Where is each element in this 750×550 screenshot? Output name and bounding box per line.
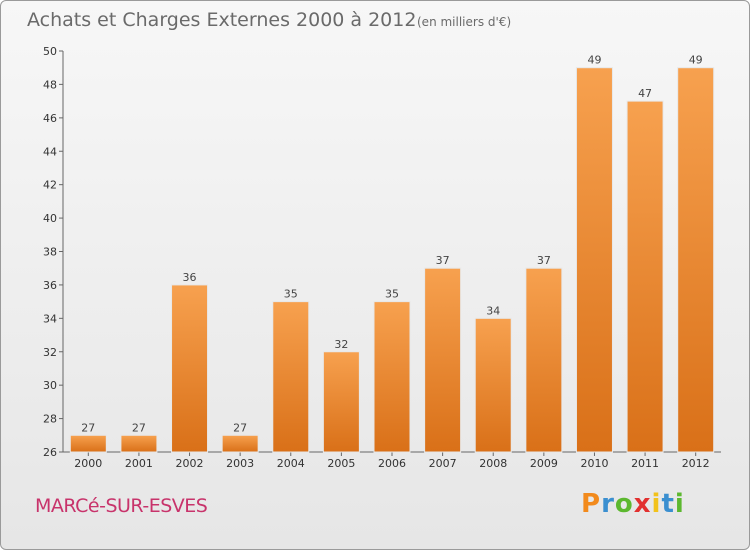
axes: 26 28 30 32 34 36 38 40 42 44 46 48 50 2000 2001 2002 20… (43, 45, 721, 470)
logo-letter: x (633, 489, 652, 519)
bar (677, 67, 715, 453)
bar (373, 301, 411, 453)
bar (221, 434, 259, 453)
bar (525, 267, 563, 453)
x-tick-label: 2005 (327, 457, 355, 470)
y-tick-label: 32 (43, 346, 57, 359)
x-tick-label: 2006 (378, 457, 406, 470)
bar-value-label: 35 (385, 288, 399, 301)
bar-value-label: 35 (284, 288, 298, 301)
bar-value-label: 47 (638, 87, 652, 100)
bar (120, 434, 158, 453)
x-tick-label: 2008 (479, 457, 507, 470)
bar-value-label: 27 (132, 421, 146, 434)
y-tick-label: 26 (43, 446, 57, 459)
y-tick-label: 34 (43, 312, 57, 325)
bar (626, 100, 664, 453)
y-tick-label: 48 (43, 78, 57, 91)
x-tick-label: 2009 (530, 457, 558, 470)
bars: 27 27 36 27 35 32 35 37 34 37 49 47 49 (69, 54, 715, 453)
bar (474, 317, 512, 453)
x-tick-label: 2007 (429, 457, 457, 470)
y-tick-label: 44 (43, 145, 57, 158)
bar (424, 267, 462, 453)
bar (322, 351, 360, 453)
x-tick-label: 2000 (74, 457, 102, 470)
y-tick-label: 30 (43, 379, 57, 392)
x-tick-label: 2002 (176, 457, 204, 470)
town-name: MARCé-SUR-ESVES (35, 495, 208, 517)
proxiti-logo: Proxiti (581, 489, 685, 519)
bar-value-label: 37 (436, 254, 450, 267)
logo-letter: P (581, 489, 602, 519)
y-tick-label: 38 (43, 246, 57, 259)
logo-letter: r (601, 489, 615, 519)
bar-value-label: 32 (334, 338, 348, 351)
logo-letter: t (661, 489, 675, 519)
bar-value-label: 34 (486, 304, 500, 317)
chart-title: Achats et Charges Externes 2000 à 2012 (27, 9, 416, 31)
bar (575, 67, 613, 453)
bar (272, 301, 310, 453)
bar-value-label: 36 (183, 271, 197, 284)
x-tick-label: 2010 (580, 457, 608, 470)
logo-letter: i (674, 489, 685, 519)
x-tick-label: 2001 (125, 457, 153, 470)
y-tick-label: 40 (43, 212, 57, 225)
bar-value-label: 49 (587, 54, 601, 67)
chart-subtitle: (en milliers d'€) (417, 15, 511, 29)
x-tick-label: 2004 (277, 457, 305, 470)
y-tick-label: 42 (43, 179, 57, 192)
y-tick-label: 28 (43, 413, 57, 426)
logo-letter: i (651, 489, 662, 519)
y-tick-label: 50 (43, 45, 57, 58)
y-tick-label: 36 (43, 279, 57, 292)
x-tick-label: 2011 (631, 457, 659, 470)
bar (69, 434, 107, 453)
bar-value-label: 27 (81, 421, 95, 434)
bar-value-label: 27 (233, 421, 247, 434)
bar-value-label: 37 (537, 254, 551, 267)
bar-value-label: 49 (689, 54, 703, 67)
y-tick-label: 46 (43, 112, 57, 125)
bar (171, 284, 209, 453)
x-tick-label: 2003 (226, 457, 254, 470)
logo-letter: o (614, 489, 634, 519)
x-tick-label: 2012 (682, 457, 710, 470)
